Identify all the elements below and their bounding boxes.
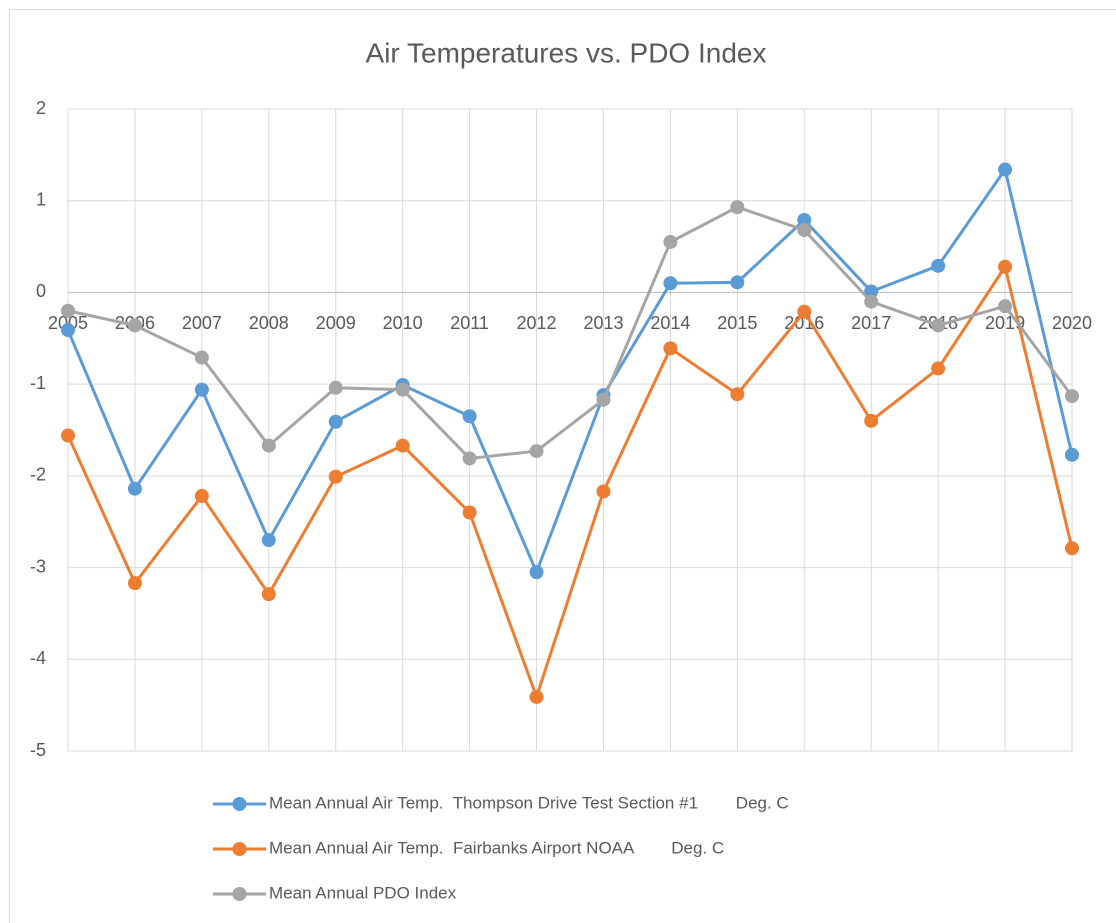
point <box>261 533 276 548</box>
x-tick-label: 2020 <box>1052 313 1092 333</box>
chart-title: Air Temperatures vs. PDO Index <box>366 37 767 68</box>
y-tick-label: 1 <box>36 189 46 209</box>
point <box>61 323 75 338</box>
point <box>730 275 745 290</box>
point <box>127 576 142 591</box>
y-tick-label: -5 <box>30 740 46 760</box>
x-tick-label: 2014 <box>650 313 690 333</box>
point <box>1065 389 1079 404</box>
y-tick-label: 0 <box>36 281 46 301</box>
x-tick-label: 2011 <box>450 313 489 333</box>
point <box>328 414 343 429</box>
point <box>529 565 544 580</box>
legend-label: Mean Annual Air Temp. Fairbanks Airport … <box>269 838 724 857</box>
y-tick-label: -1 <box>30 373 46 393</box>
point <box>395 438 410 453</box>
point <box>663 234 678 249</box>
x-tick-label: 2010 <box>383 313 423 333</box>
point <box>931 318 946 333</box>
point <box>797 223 812 238</box>
point <box>864 413 879 428</box>
point <box>529 444 544 459</box>
point <box>998 162 1013 177</box>
x-tick-label: 2012 <box>517 313 557 333</box>
point <box>529 689 544 704</box>
point <box>194 350 209 365</box>
point <box>462 451 477 466</box>
legend-marker <box>232 887 247 901</box>
point <box>663 276 678 291</box>
x-tick-label: 2009 <box>316 313 356 333</box>
point <box>1065 447 1079 462</box>
point <box>864 294 879 309</box>
x-tick-label: 2017 <box>851 313 891 333</box>
x-tick-label: 2007 <box>182 313 222 333</box>
series-line <box>66 263 1074 702</box>
point <box>998 299 1013 314</box>
x-tick-label: 2013 <box>583 313 623 333</box>
legend-label: Mean Annual PDO Index <box>269 883 457 902</box>
point <box>730 200 745 215</box>
point <box>194 489 209 504</box>
point <box>261 438 276 453</box>
point <box>864 284 879 299</box>
point <box>127 318 142 333</box>
point <box>730 387 745 402</box>
y-tick-label: -4 <box>30 648 46 668</box>
point <box>797 304 812 319</box>
legend-label: Mean Annual Air Temp. Thompson Drive Tes… <box>269 793 789 812</box>
y-tick-label: 2 <box>36 98 46 118</box>
point <box>797 212 812 227</box>
point <box>1065 541 1079 556</box>
x-tick-label: 2008 <box>249 313 289 333</box>
point <box>328 469 343 484</box>
x-tick-label: 2015 <box>717 313 757 333</box>
point <box>61 303 75 318</box>
point <box>194 382 209 397</box>
point <box>462 409 477 424</box>
point <box>998 259 1013 274</box>
y-tick-label: -3 <box>30 556 46 576</box>
point <box>931 361 946 376</box>
point <box>61 428 75 443</box>
series-line <box>66 165 1074 577</box>
point <box>596 392 611 407</box>
point <box>261 587 276 602</box>
y-tick-label: -2 <box>30 465 46 485</box>
point <box>328 380 343 395</box>
point <box>663 341 678 356</box>
point <box>462 505 477 520</box>
point <box>127 481 142 496</box>
point <box>596 484 611 499</box>
point <box>395 382 410 397</box>
legend-marker <box>232 797 247 811</box>
point <box>931 258 946 273</box>
legend-marker <box>232 842 247 856</box>
series-line <box>67 205 1074 461</box>
